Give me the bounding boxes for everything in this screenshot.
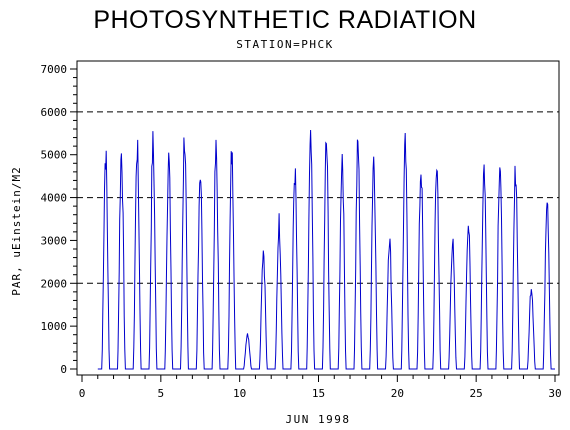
y-axis: 0 1000 2000 3000 4000 5000 6000 7000 [41,63,77,376]
y-tick-label: 5000 [41,149,68,162]
reference-lines [77,111,559,284]
y-tick-label: 2000 [41,277,68,290]
y-tick-label: 6000 [41,106,68,119]
x-axis: 0 5 10 15 20 25 30 [79,375,562,400]
y-axis-label: PAR, uEinstein/M2 [10,166,23,296]
chart-title: PHOTOSYNTHETIC RADIATION [93,6,477,34]
par-series-line [97,129,555,370]
x-tick-label: 20 [391,387,404,400]
x-tick-label: 0 [79,387,86,400]
y-tick-label: 7000 [41,63,68,76]
y-tick-label: 0 [60,363,67,376]
x-tick-label: 5 [158,387,165,400]
x-tick-label: 30 [548,387,561,400]
x-tick-label: 10 [233,387,246,400]
chart-subtitle: STATION=PHCK [236,38,334,51]
y-tick-label: 1000 [41,320,68,333]
y-tick-label: 4000 [41,192,68,205]
y-tick-label: 3000 [41,234,68,247]
x-tick-label: 25 [470,387,483,400]
x-axis-label: JUN 1998 [286,413,351,426]
x-tick-label: 15 [312,387,325,400]
